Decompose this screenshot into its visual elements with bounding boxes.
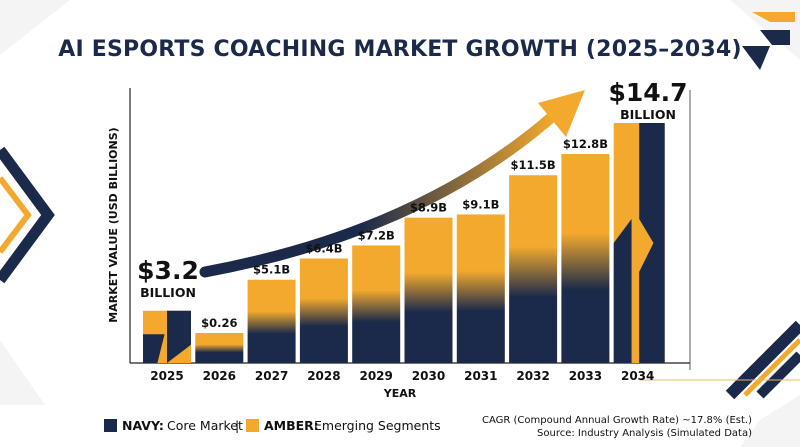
x-tick-2025: 2025 (150, 369, 183, 383)
decor-left-chevron (0, 146, 55, 284)
bar-2031 (456, 214, 505, 363)
legend: NAVY: Core Market | AMBER: Emerging Segm… (104, 418, 441, 433)
cagr-note: CAGR (Compound Annual Growth Rate) ~17.8… (482, 415, 752, 426)
x-tick-2031: 2031 (464, 369, 497, 383)
x-tick-2029: 2029 (359, 369, 392, 383)
value-label-2032: $11.5B (511, 158, 556, 172)
value-label-2033: $12.8B (563, 137, 608, 151)
bars-group (143, 123, 665, 363)
x-tick-2033: 2033 (569, 369, 602, 383)
x-tick-2034: 2034 (621, 369, 654, 383)
decor-right-stripes (725, 320, 800, 400)
bar-2028 (299, 258, 348, 363)
x-tick-2027: 2027 (255, 369, 288, 383)
x-axis-title: YEAR (383, 387, 417, 400)
start-unit-callout: BILLION (140, 285, 196, 300)
x-tick-2030: 2030 (412, 369, 445, 383)
decor-top-left (0, 0, 70, 55)
value-label-2030: $8.9B (410, 201, 447, 215)
decor-bottom-right (740, 395, 800, 447)
bar-2034 (613, 123, 665, 363)
legend-amber-key: AMBER: (264, 418, 319, 433)
bar-2026 (195, 333, 244, 363)
growth-trend-arrow (199, 90, 585, 278)
end-value-callout: $14.7 (608, 78, 687, 107)
legend-separator: | (235, 418, 239, 433)
bar-2033 (561, 154, 610, 363)
x-tick-2028: 2028 (307, 369, 340, 383)
value-label-2028: $6.4B (305, 242, 342, 256)
x-ticks-group: 2025 2026 2027 2028 2029 2030 2031 2032 2033 2034 (150, 369, 654, 383)
value-label-2031: $9.1B (462, 197, 499, 211)
bar-2027 (247, 279, 296, 363)
bar-2029 (352, 245, 401, 363)
bar-2030 (404, 217, 453, 363)
brand-arrow-logo (742, 12, 795, 70)
legend-swatch-navy (104, 419, 117, 432)
value-label-2027: $5.1B (253, 263, 290, 277)
legend-swatch-amber (246, 419, 259, 432)
chart-title: AI ESPORTS COACHING MARKET GROWTH (2025–… (58, 37, 741, 62)
x-tick-2026: 2026 (203, 369, 236, 383)
bar-2025 (143, 310, 191, 363)
end-unit-callout: BILLION (620, 107, 676, 122)
bar-2032 (509, 175, 558, 363)
legend-navy-key: NAVY: (122, 418, 164, 433)
legend-navy-text: Core Market (167, 418, 243, 433)
value-label-2026: $0.26 (201, 316, 237, 330)
start-value-callout: $3.2 (137, 256, 199, 285)
source-note: Source: Industry Analysis (Simulated Dat… (537, 428, 752, 439)
legend-amber-text: Emerging Segments (314, 418, 441, 433)
value-labels-group: $0.26 $5.1B $6.4B $7.2B $8.9B $9.1B $11.5B $12.… (201, 137, 608, 330)
value-label-2029: $7.2B (358, 228, 395, 242)
decor-bottom-left (0, 340, 45, 405)
x-tick-2032: 2032 (516, 369, 549, 383)
y-axis-title: MARKET VALUE (USD BILLIONS) (107, 127, 120, 322)
